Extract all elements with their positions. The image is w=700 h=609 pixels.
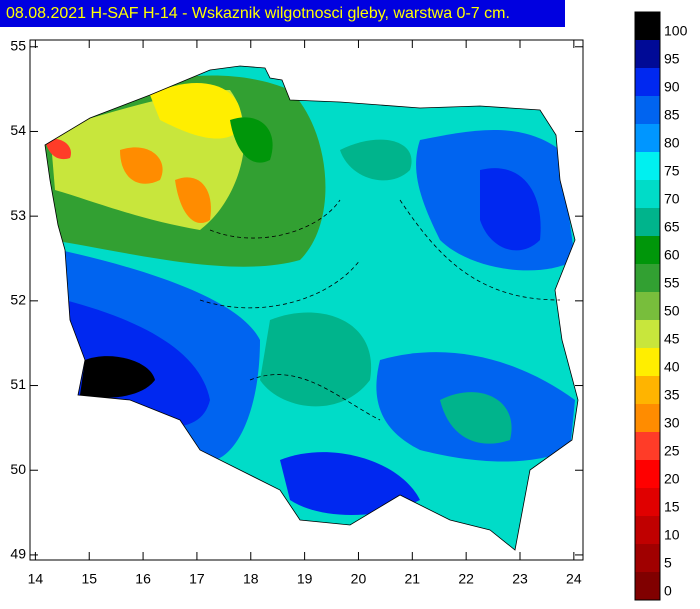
colorbar-box bbox=[635, 432, 660, 460]
x-tick-label: 22 bbox=[458, 571, 474, 587]
colorbar-label: 30 bbox=[664, 415, 680, 431]
region-borders bbox=[199, 199, 561, 421]
colorbar-box bbox=[635, 68, 660, 96]
colorbar-label: 80 bbox=[664, 135, 680, 151]
y-tick-label: 49 bbox=[10, 546, 26, 562]
y-tick-label: 52 bbox=[10, 292, 26, 308]
colorbar-box bbox=[635, 572, 660, 600]
x-tick-label: 20 bbox=[351, 571, 367, 587]
x-tick-label: 18 bbox=[243, 571, 259, 587]
x-tick-label: 24 bbox=[566, 571, 582, 587]
title-background bbox=[0, 0, 565, 27]
colorbar-label: 0 bbox=[664, 583, 672, 599]
colorbar-box bbox=[635, 292, 660, 320]
country-border bbox=[44, 65, 579, 551]
colorbar-label: 50 bbox=[664, 303, 680, 319]
colorbar-label: 65 bbox=[664, 219, 680, 235]
moisture-field bbox=[45, 66, 578, 550]
x-tick-label: 14 bbox=[28, 571, 44, 587]
x-tick-label: 16 bbox=[135, 571, 151, 587]
x-tick-label: 21 bbox=[405, 571, 421, 587]
colorbar-label: 55 bbox=[664, 275, 680, 291]
colorbar-box bbox=[635, 264, 660, 292]
colorbar-box bbox=[635, 208, 660, 236]
y-tick-label: 54 bbox=[10, 122, 26, 138]
colorbar-label: 75 bbox=[664, 163, 680, 179]
colorbar-box bbox=[635, 376, 660, 404]
colorbar-label: 15 bbox=[664, 499, 680, 515]
colorbar-label: 90 bbox=[664, 79, 680, 95]
colorbar-box bbox=[635, 404, 660, 432]
colorbar-box bbox=[635, 516, 660, 544]
colorbar-box bbox=[635, 124, 660, 152]
colorbar-box bbox=[635, 348, 660, 376]
colorbar-frame bbox=[634, 11, 661, 601]
colorbar-box bbox=[635, 12, 660, 40]
colorbar-box bbox=[635, 180, 660, 208]
y-tick-label: 51 bbox=[10, 376, 26, 392]
colorbar-label: 70 bbox=[664, 191, 680, 207]
colorbar-box bbox=[635, 460, 660, 488]
y-tick-label: 55 bbox=[10, 37, 26, 53]
colorbar-label: 5 bbox=[664, 555, 672, 571]
colorbar-label: 85 bbox=[664, 107, 680, 123]
colorbar-box bbox=[635, 152, 660, 180]
x-tick-label: 23 bbox=[512, 571, 528, 587]
x-tick-label: 15 bbox=[81, 571, 97, 587]
colorbar-box bbox=[635, 236, 660, 264]
colorbar-box bbox=[635, 488, 660, 516]
colorbar-label: 95 bbox=[664, 51, 680, 67]
colorbar-label: 35 bbox=[664, 387, 680, 403]
colorbar-label: 40 bbox=[664, 359, 680, 375]
y-tick-label: 50 bbox=[10, 461, 26, 477]
x-tick-label: 17 bbox=[189, 571, 205, 587]
colorbar-box bbox=[635, 320, 660, 348]
map-frame bbox=[29, 39, 584, 561]
colorbar-label: 45 bbox=[664, 331, 680, 347]
colorbar-box bbox=[635, 544, 660, 572]
y-tick-label: 53 bbox=[10, 207, 26, 223]
colorbar-label: 100 bbox=[664, 23, 688, 39]
colorbar-label: 60 bbox=[664, 247, 680, 263]
x-tick-label: 19 bbox=[297, 571, 313, 587]
colorbar-label: 20 bbox=[664, 471, 680, 487]
map-title: 08.08.2021 H-SAF H-14 - Wskaznik wilgotn… bbox=[6, 5, 510, 22]
colorbar-label: 25 bbox=[664, 443, 680, 459]
colorbar-box bbox=[635, 40, 660, 68]
colorbar-label: 10 bbox=[664, 527, 680, 543]
colorbar-box bbox=[635, 96, 660, 124]
